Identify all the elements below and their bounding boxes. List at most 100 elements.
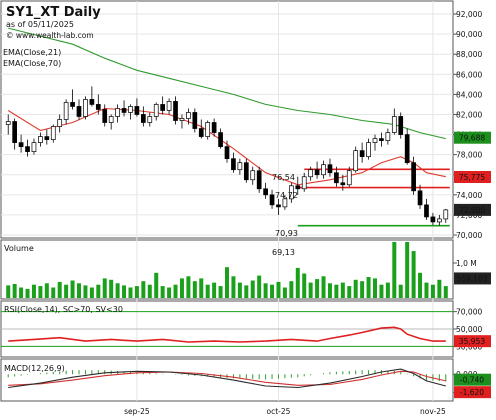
volume-bar (25, 288, 30, 298)
badge-macd-bg (454, 373, 491, 386)
candle-body (295, 185, 301, 190)
volume-bar (186, 276, 191, 298)
legend-ema70: EMA(Close,70) (3, 59, 61, 68)
level-label-74-72: 74,72 (275, 191, 298, 200)
candle-body (417, 190, 423, 206)
volume-bar (385, 282, 390, 298)
price-tick-label: 82,000 (456, 110, 482, 119)
candle-body (179, 118, 185, 121)
badge-signal: -1,620 (460, 388, 484, 397)
volume-bar (205, 284, 210, 298)
candle-body (353, 150, 359, 172)
candle-body (443, 209, 449, 220)
candle-body (430, 216, 436, 223)
macd-title: MACD(12,26,9) (4, 364, 65, 373)
volume-bar (141, 281, 146, 298)
candle-body (115, 108, 120, 117)
volume-bar (154, 272, 159, 298)
candle-body (173, 101, 178, 121)
candle-body (231, 158, 236, 171)
candle-body (89, 99, 95, 105)
candle-body (346, 170, 352, 186)
volume-bar (327, 283, 332, 298)
candle-body (398, 116, 404, 135)
volume-bar (424, 282, 429, 298)
badge-ema70-bg (454, 131, 491, 144)
volume-bar (225, 267, 229, 298)
volume-bar (199, 278, 204, 298)
volume-bar (231, 276, 236, 298)
candle-body (38, 136, 43, 143)
candle-body (308, 169, 313, 178)
candle-body (57, 119, 63, 127)
candle-body (31, 142, 37, 152)
volume-bar (212, 282, 217, 298)
volume-bar (443, 286, 448, 298)
volume-bar (411, 251, 416, 298)
volume-bar (179, 278, 184, 298)
candle-body (141, 114, 146, 123)
price-tick-label: 86,000 (456, 70, 482, 79)
candle-body (205, 122, 211, 137)
candle-body (250, 170, 256, 181)
candle-body (269, 194, 275, 206)
badge-volume: 559,103 (456, 274, 487, 283)
candle-body (186, 112, 191, 119)
volume-bar (102, 278, 107, 298)
volume-bar (173, 284, 178, 298)
candle-body (102, 109, 108, 123)
volume-bar (31, 284, 36, 298)
candle-body (424, 204, 429, 218)
volume-bar (295, 267, 300, 298)
site-credit: © www.wealth-lab.com (6, 31, 94, 40)
price-tick-label: 88,000 (456, 50, 482, 59)
volume-bar (147, 284, 152, 298)
volume-bar (263, 283, 268, 298)
candle-body (25, 146, 30, 152)
candle-body (70, 102, 75, 107)
volume-bar (122, 285, 127, 298)
volume-bar (128, 287, 133, 298)
volume-bar (237, 282, 242, 298)
candle-body (385, 132, 391, 141)
volume-bar (308, 282, 313, 298)
volume-bar (96, 284, 101, 298)
chart-title: SY1_XT Daily (6, 5, 101, 20)
badge-rsi: 35,953 (459, 337, 485, 346)
badge-ema21: 75,775 (459, 173, 485, 182)
candle-body (379, 138, 384, 141)
candle-body (198, 128, 204, 137)
candle-body (372, 138, 378, 143)
volume-bar (57, 281, 62, 298)
candle-body (334, 172, 339, 184)
volume-bar (70, 280, 75, 298)
volume-bar (334, 284, 339, 298)
volume-bar (257, 275, 262, 298)
volume-title: Volume (4, 244, 34, 253)
volume-bar (398, 284, 403, 298)
volume-bar (392, 242, 397, 298)
candle-body (121, 108, 127, 113)
candle-body (366, 142, 371, 158)
price-tick-label: 84,000 (456, 90, 482, 99)
volume-bar (109, 279, 114, 298)
macd-line (8, 368, 446, 389)
volume-bar (360, 281, 365, 298)
badge-ema70: 79,688 (459, 134, 485, 143)
volume-bar (160, 286, 165, 298)
x-tick-label: oct-25 (267, 407, 291, 416)
volume-bar (83, 285, 88, 298)
volume-bar (44, 283, 49, 298)
price-tick-label: 92,000 (456, 10, 482, 19)
price-panel (0, 0, 454, 239)
volume-bar (437, 279, 442, 298)
candle-body (153, 104, 159, 117)
volume-bar (134, 286, 139, 298)
volume-bar (340, 282, 345, 298)
candle-body (18, 142, 24, 147)
candle-body (404, 134, 410, 164)
volume-bar (250, 280, 255, 298)
volume-bar (89, 287, 94, 298)
volume-bar (282, 287, 287, 298)
